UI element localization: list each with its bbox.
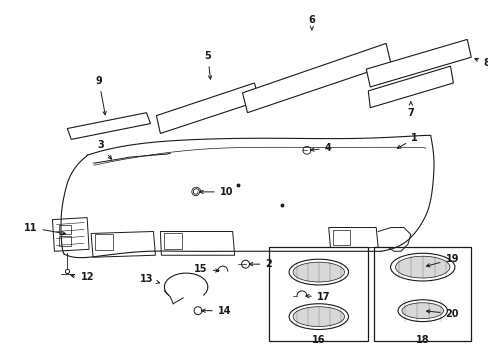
Ellipse shape <box>292 262 344 282</box>
Text: 20: 20 <box>426 309 458 319</box>
Bar <box>95 234 113 250</box>
Polygon shape <box>242 43 390 113</box>
Text: 18: 18 <box>415 336 428 345</box>
Ellipse shape <box>288 259 348 285</box>
Text: 1: 1 <box>397 134 417 148</box>
Ellipse shape <box>292 307 344 327</box>
Ellipse shape <box>288 304 348 329</box>
Bar <box>164 234 182 249</box>
Text: 5: 5 <box>204 51 211 79</box>
Text: 8: 8 <box>474 58 488 68</box>
Bar <box>59 225 71 234</box>
Polygon shape <box>91 231 155 257</box>
Text: 7: 7 <box>407 102 413 118</box>
Ellipse shape <box>390 253 454 281</box>
Text: 4: 4 <box>310 143 331 153</box>
Text: 17: 17 <box>305 292 329 302</box>
Bar <box>332 230 350 246</box>
Ellipse shape <box>397 300 447 321</box>
Text: 6: 6 <box>308 15 315 30</box>
Text: 3: 3 <box>97 140 111 159</box>
Bar <box>373 247 470 341</box>
Polygon shape <box>366 39 470 87</box>
Text: 12: 12 <box>81 272 95 282</box>
Text: 2: 2 <box>249 259 271 269</box>
Text: 15: 15 <box>194 264 219 274</box>
Polygon shape <box>67 113 150 139</box>
Text: 14: 14 <box>202 306 231 316</box>
Polygon shape <box>160 231 234 255</box>
Text: 19: 19 <box>426 254 458 267</box>
Polygon shape <box>367 66 452 108</box>
Text: 11: 11 <box>24 222 65 235</box>
Ellipse shape <box>401 303 443 319</box>
Text: 16: 16 <box>311 336 325 345</box>
Bar <box>59 237 71 246</box>
Bar <box>269 247 367 341</box>
Text: 13: 13 <box>140 274 160 284</box>
Polygon shape <box>328 228 377 249</box>
Text: 10: 10 <box>200 187 233 197</box>
Ellipse shape <box>395 256 449 278</box>
Polygon shape <box>52 218 89 251</box>
Polygon shape <box>156 83 259 134</box>
Text: 9: 9 <box>96 76 106 115</box>
